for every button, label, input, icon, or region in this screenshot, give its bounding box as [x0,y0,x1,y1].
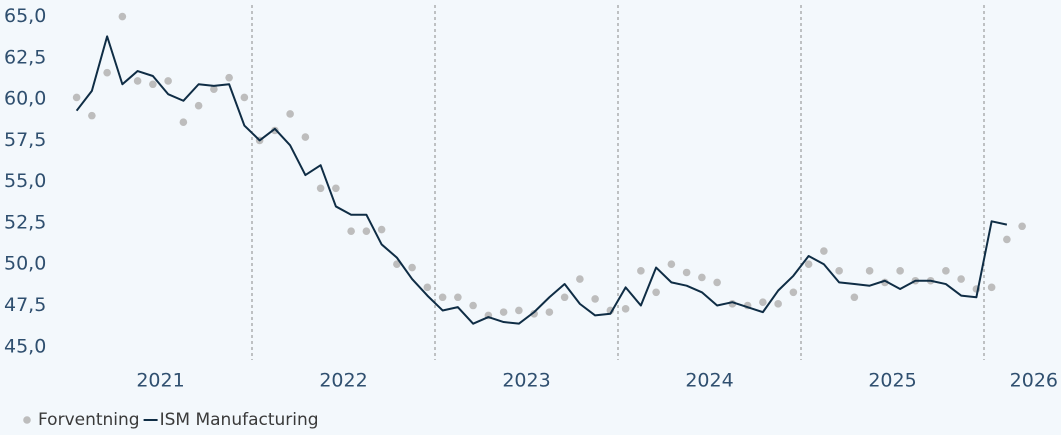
dot [103,68,111,77]
y-tick-label: 50,0 [4,253,46,275]
dot [286,110,294,118]
dot [835,267,843,275]
dot [469,301,477,310]
dot [896,267,904,275]
x-tick-label: 2026 [1010,370,1058,392]
dot [332,184,340,193]
dot [759,298,767,307]
dot [362,227,371,236]
dot [865,267,874,275]
dot [682,268,691,277]
dot [499,308,508,316]
dot [1018,222,1026,231]
dot [820,247,828,255]
dot [1003,235,1011,244]
dot [194,101,203,110]
x-tick-label: 2024 [685,370,733,392]
legend-dot [23,416,31,424]
dot [637,267,645,275]
dot [164,77,172,85]
y-tick-label: 47,5 [4,294,46,316]
dot [133,77,142,85]
dot [789,288,798,297]
dot [301,133,310,141]
dot [118,12,127,21]
dot [179,118,188,127]
y-tick-label: 45,0 [4,335,46,357]
y-tick-label: 65,0 [4,5,46,27]
x-tick-label: 2025 [868,370,916,392]
dot [942,267,950,275]
dot [408,263,416,272]
dot [225,73,233,82]
dot [72,93,81,102]
dot [621,305,630,313]
dot [987,283,996,292]
dot [316,184,325,193]
dot [347,227,355,236]
dot [393,260,401,269]
y-tick-label: 55,0 [4,170,46,192]
dot [423,283,432,292]
dot [576,275,584,283]
dot [149,80,157,89]
x-tick-label: 2023 [502,370,550,392]
dot [591,295,599,303]
dot [438,293,447,302]
y-tick-label: 60,0 [4,88,46,110]
line [75,35,1008,325]
dot [454,293,462,302]
x-tick-label: 2021 [136,370,184,392]
legend: Forventning ISM Manufacturing [23,410,319,430]
dot [804,260,813,269]
y-tick-label: 62,5 [4,46,46,68]
x-tick-label: 2022 [319,370,367,392]
dot [560,293,569,302]
dot [957,275,965,283]
dot [667,260,676,269]
dot [271,126,279,135]
dot [713,278,721,287]
dot [210,85,218,94]
dot [377,225,386,234]
dot [240,93,249,102]
dot [515,306,523,315]
dot [545,308,554,316]
legend-label: ISM Manufacturing [160,410,319,430]
dot [530,309,538,318]
dot [774,300,782,308]
y-tick-label: 57,5 [4,129,46,151]
dot [698,273,706,282]
dot [652,288,660,297]
y-tick-label: 52,5 [4,211,46,233]
dot [88,111,96,120]
dot [850,293,859,302]
legend-label: Forventning [38,410,140,430]
